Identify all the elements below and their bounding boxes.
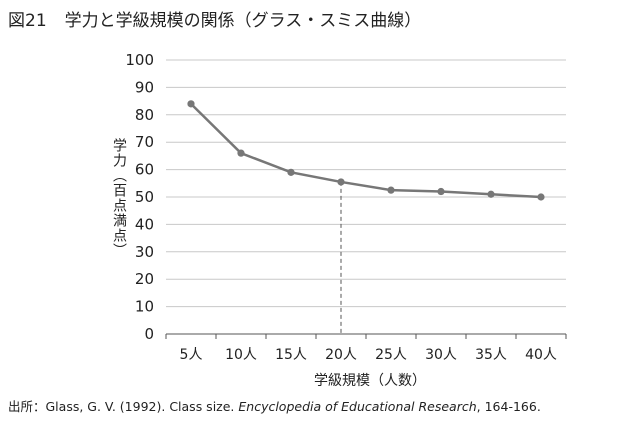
y-tick-label: 80 [135,106,154,124]
data-point [487,190,495,198]
source-prefix: 出所：Glass, G. V. (1992). Class size. [8,399,239,414]
data-point [187,100,195,108]
figure-title-text: 学力と学級規模の関係（グラス・スミス曲線） [64,11,422,31]
y-tick-label: 60 [135,161,154,179]
data-point [537,193,545,201]
source-citation: 出所：Glass, G. V. (1992). Class size. Ency… [8,396,541,415]
x-tick-label: 10人 [225,347,257,363]
source-suffix: , 164-166. [476,399,541,414]
y-tick-labels: 0 10 20 30 40 50 60 70 80 90 100 [125,51,154,343]
x-tick-label: 30人 [425,347,457,363]
data-point [287,168,295,176]
y-tick-label: 10 [135,298,154,316]
x-tick-label: 35人 [475,347,507,363]
figure-number: 図21 [8,11,47,31]
x-tick-label: 15人 [275,347,307,363]
y-axis-label: 学力（百点満点） [111,138,127,258]
x-tick-label: 5人 [180,347,203,363]
x-tick-label: 25人 [375,347,407,363]
source-journal: Encyclopedia of Educational Research [238,399,477,414]
y-tick-label: 90 [135,78,154,96]
grid-lines [165,59,567,339]
x-tick-label: 40人 [525,347,557,363]
data-point [437,187,445,196]
y-tick-label: 20 [135,270,154,288]
y-tick-label: 0 [144,325,154,343]
data-point [237,149,245,157]
figure-title: 図21 学力と学級規模の関係（グラス・スミス曲線） [8,6,421,31]
data-point [387,186,395,194]
series-line [190,102,542,199]
x-axis-label: 学級規模（人数） [314,373,426,389]
x-tick-labels: 5人 10人 15人 20人 25人 30人 35人 40人 [180,347,557,363]
y-tick-label: 40 [135,215,154,233]
y-tick-label: 70 [135,133,154,151]
series-group [187,100,545,201]
y-tick-label: 30 [135,243,154,261]
data-point [337,178,345,186]
y-tick-label: 50 [135,188,154,206]
x-tick-label: 20人 [325,347,357,363]
y-tick-label: 100 [125,51,154,69]
